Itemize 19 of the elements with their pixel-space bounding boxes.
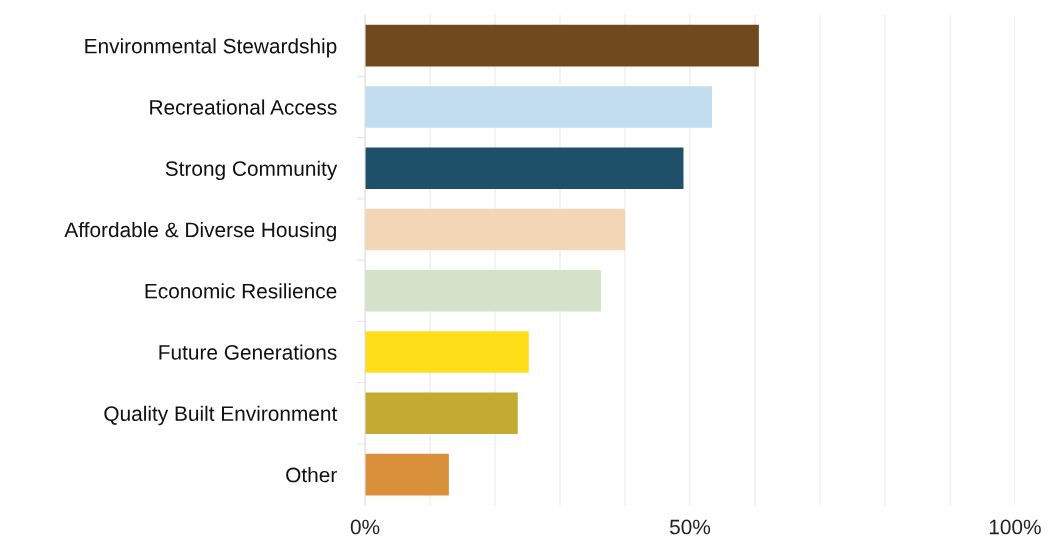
y-tick-label: Quality Built Environment: [104, 405, 338, 426]
bar: [365, 269, 601, 312]
bar: [365, 208, 625, 251]
x-tick-label: 100%: [989, 519, 1041, 535]
x-tick-label: 0%: [350, 519, 380, 535]
bar: [365, 331, 529, 373]
bar: [365, 24, 759, 67]
y-tick-label: Other: [286, 467, 337, 483]
y-tick-label: Recreational Access: [150, 99, 337, 115]
y-tick-label: Future Generations: [159, 344, 337, 360]
y-tick-label: Economic Resilience: [145, 283, 337, 299]
bar: [365, 392, 518, 435]
bar: [365, 453, 449, 496]
y-tick-label: Affordable & Diverse Housing: [64, 221, 336, 242]
bar: [365, 147, 684, 190]
y-tick-label: Strong Community: [165, 160, 338, 181]
x-tick-label: 50%: [669, 519, 711, 535]
y-tick-label: Environmental Stewardship: [85, 38, 337, 58]
bar: [365, 86, 713, 128]
